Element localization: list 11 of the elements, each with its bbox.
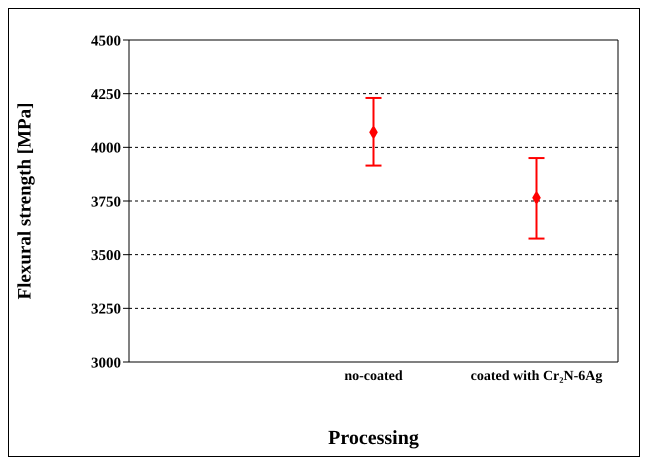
y-tick-label: 3000	[91, 355, 121, 372]
y-tick-label: 3750	[91, 194, 121, 210]
y-tick-label: 3250	[91, 302, 121, 318]
y-tick-label: 4000	[91, 140, 121, 157]
y-tick-label: 4500	[91, 33, 121, 50]
y-tick-label: 4250	[91, 86, 121, 103]
x-tick-label: coated with Cr₂N-6Ag	[470, 368, 602, 384]
x-axis-title: Processing	[328, 427, 419, 449]
y-tick-label: 3500	[91, 248, 121, 264]
y-axis-title: Flexural strength [MPa]	[14, 102, 36, 300]
x-tick-label: no-coated	[344, 368, 403, 384]
